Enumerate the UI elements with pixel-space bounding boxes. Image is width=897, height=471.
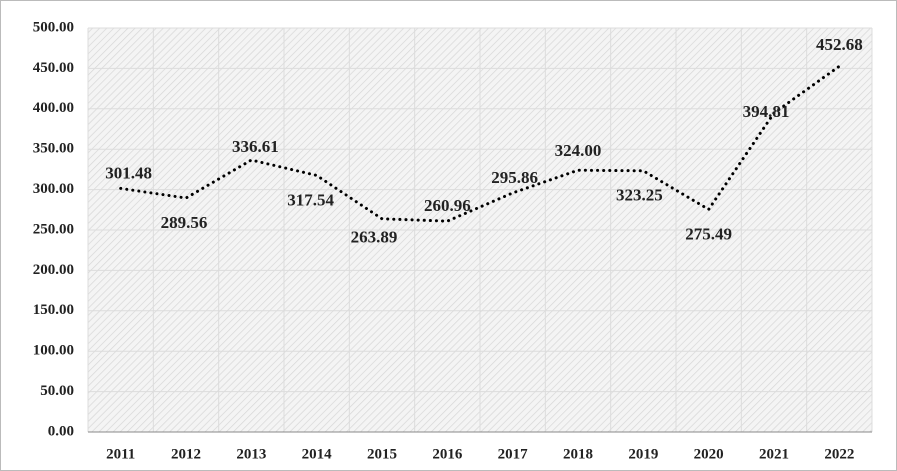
y-tick-label: 50.00 [40,383,74,399]
y-tick-label: 350.00 [33,141,74,157]
data-label: 336.61 [232,137,279,156]
y-tick-label: 0.00 [48,423,74,439]
x-tick-label: 2011 [106,446,135,462]
data-label: 289.56 [161,213,208,232]
y-tick-label: 200.00 [33,262,74,278]
x-tick-label: 2014 [302,446,333,462]
data-label: 317.54 [287,190,334,209]
data-label: 323.25 [616,186,663,205]
y-tick-label: 100.00 [33,343,74,359]
x-tick-label: 2022 [824,446,854,462]
x-tick-label: 2016 [432,446,463,462]
x-tick-label: 2021 [759,446,789,462]
x-tick-label: 2019 [628,446,658,462]
data-label: 275.49 [685,224,732,243]
y-tick-label: 150.00 [33,302,74,318]
y-tick-label: 400.00 [33,100,74,116]
data-label: 452.68 [816,35,863,54]
x-tick-label: 2012 [171,446,201,462]
x-tick-label: 2018 [563,446,593,462]
data-label: 295.86 [491,168,538,187]
y-tick-label: 500.00 [33,19,74,35]
x-tick-label: 2017 [498,446,529,462]
y-tick-label: 250.00 [33,221,74,237]
data-label: 260.96 [424,196,471,215]
data-label: 301.48 [105,163,152,182]
data-label: 394.81 [743,102,790,121]
y-tick-label: 450.00 [33,60,74,76]
data-line [119,64,841,223]
x-tick-label: 2015 [367,446,397,462]
y-tick-label: 300.00 [33,181,74,197]
data-label: 324.00 [555,141,602,160]
x-tick-label: 2013 [236,446,266,462]
data-label: 263.89 [351,228,398,247]
x-tick-label: 2020 [694,446,724,462]
